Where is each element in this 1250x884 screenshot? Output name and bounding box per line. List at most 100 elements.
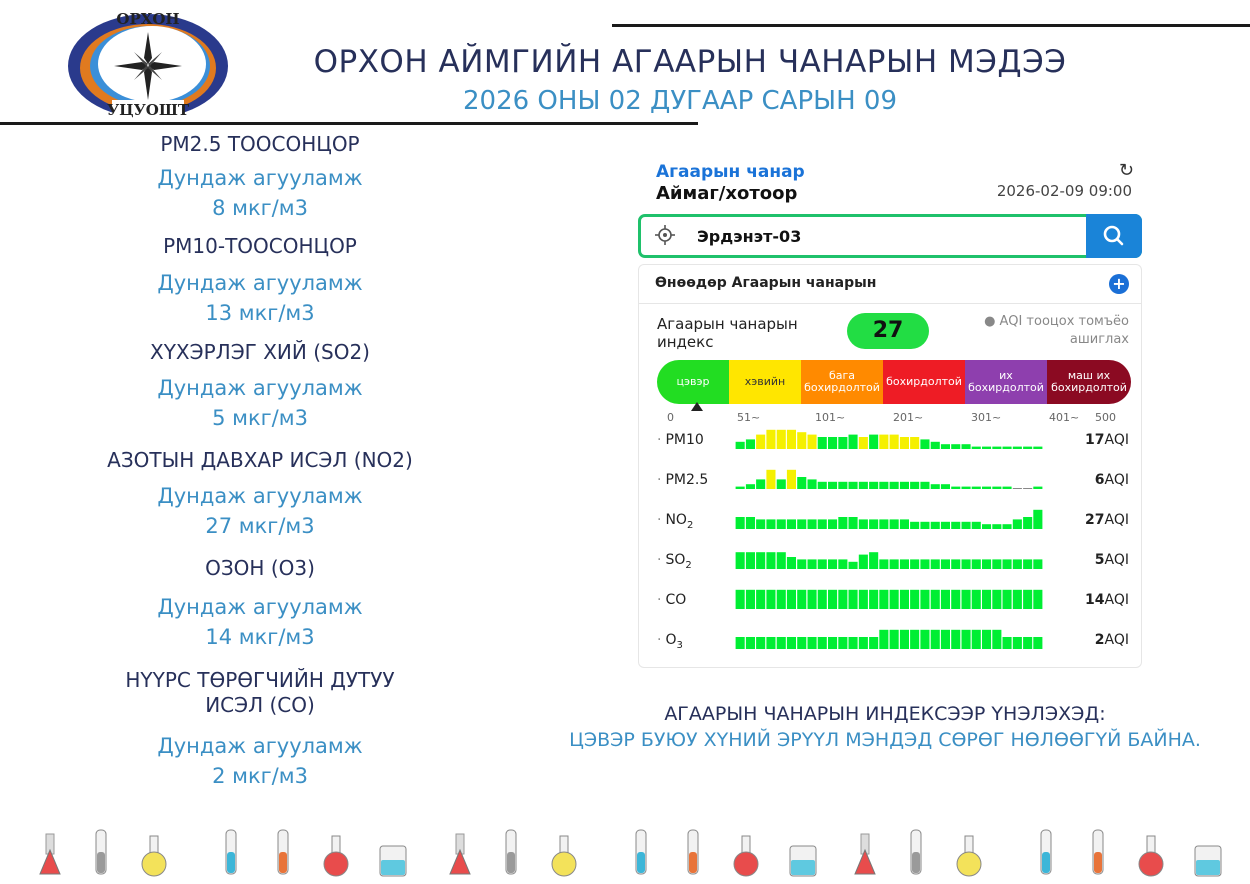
pollutant-aqi-number: 14 xyxy=(1085,592,1105,608)
sparkline-bar xyxy=(817,481,827,489)
sparkline-bar xyxy=(1002,637,1012,649)
sparkline-bar xyxy=(1023,488,1033,489)
sparkline-bar xyxy=(838,437,848,449)
sparkline-bar xyxy=(869,589,879,609)
pollutant-subscript: 2 xyxy=(686,519,694,531)
sparkline-bar xyxy=(971,446,981,449)
pollutant-aqi-number: 5 xyxy=(1094,552,1105,568)
sparkline-bar xyxy=(797,477,807,489)
sparkline-bar xyxy=(1033,589,1043,609)
sparkline-bar xyxy=(879,519,889,529)
sparkline-bar xyxy=(930,441,940,449)
sparkline-bar xyxy=(776,552,786,569)
pollutant-label: O xyxy=(665,632,677,648)
aqi-pointer-icon xyxy=(691,402,703,411)
stat-value-o3: 14 мкг/м3 xyxy=(205,625,315,649)
sparkline-bar xyxy=(879,559,889,569)
search-button[interactable] xyxy=(1086,214,1142,258)
sparkline-bar xyxy=(869,637,879,649)
sparkline-bar xyxy=(858,519,868,529)
sparkline-bar xyxy=(735,486,745,489)
stat-value-co: 2 мкг/м3 xyxy=(212,764,308,788)
lab-tube-icon xyxy=(910,829,922,875)
stat-value-pm10: 13 мкг/м3 xyxy=(205,301,315,325)
stat-value-pm25: 8 мкг/м3 xyxy=(212,196,308,220)
sparkline-bar xyxy=(786,589,796,609)
lab-tube-icon xyxy=(687,829,699,875)
sparkline-bar xyxy=(940,484,950,489)
sparkline-bar xyxy=(756,519,766,529)
page-date: 2026 ОНЫ 02 ДУГААР САРЫН 09 xyxy=(463,86,897,116)
sparkline-bar xyxy=(848,561,858,569)
pollutant-aqi-unit: AQI xyxy=(1104,632,1129,648)
lab-beaker-icon xyxy=(379,845,407,877)
scale-segment-clean: цэвэр xyxy=(657,360,729,404)
sparkline-bar xyxy=(930,521,940,529)
sparkline-bar xyxy=(745,517,755,529)
sparkline-bar xyxy=(766,429,776,449)
sparkline-bar xyxy=(910,521,920,529)
bullet-icon: · xyxy=(657,432,662,448)
pollutant-sparkline xyxy=(735,552,1043,569)
pollutant-aqi-number: 17 xyxy=(1085,432,1105,448)
header-bottom-rule xyxy=(0,122,698,125)
stat-name-o3: ОЗОН (О3) xyxy=(205,556,315,580)
sparkline-bar xyxy=(828,519,838,529)
scale-label-very-high: маш их бохирдолтой xyxy=(1051,369,1127,394)
lab-flask-icon xyxy=(854,833,876,875)
tick-51: 51~ xyxy=(737,411,761,424)
station-search-input[interactable] xyxy=(697,223,1077,249)
sparkline-bar xyxy=(1023,589,1033,609)
pollutant-aqi-unit: AQI xyxy=(1104,512,1129,528)
sparkline-bar xyxy=(899,629,909,649)
sparkline-bar xyxy=(869,481,879,489)
sparkline-bar xyxy=(838,589,848,609)
pollutant-aqi-value: 2AQI xyxy=(1095,632,1129,648)
sparkline-bar xyxy=(992,486,1002,489)
sparkline-bar xyxy=(899,589,909,609)
aqi-formula-note[interactable]: ● AQI тооцох томъёо ашиглах xyxy=(984,314,1129,347)
sparkline-bar xyxy=(910,437,920,449)
sparkline-bar xyxy=(992,524,1002,529)
sparkline-bar xyxy=(951,559,961,569)
sparkline-bar xyxy=(930,589,940,609)
scale-segment-normal: хэвийн xyxy=(729,360,801,404)
sparkline-bar xyxy=(879,629,889,649)
tick-201: 201~ xyxy=(893,411,924,424)
stat-name-co-line2: ИСЭЛ (CO) xyxy=(205,693,315,717)
scale-ticks: 0 51~ 101~ 201~ 301~ 401~ 500 xyxy=(639,411,1141,427)
sparkline-bar xyxy=(797,519,807,529)
sparkline-bar xyxy=(940,444,950,449)
sparkline-bar xyxy=(910,481,920,489)
bullet-icon: · xyxy=(657,632,662,648)
sparkline-bar xyxy=(1002,524,1012,529)
expand-plus-icon[interactable]: + xyxy=(1109,274,1129,294)
sparkline-bar xyxy=(1023,446,1033,449)
sparkline-bar xyxy=(961,559,971,569)
ucuosht-logo: ОРХОН УЦУОШТ xyxy=(68,10,228,119)
sparkline-bar xyxy=(899,519,909,529)
sparkline-bar xyxy=(889,629,899,649)
stat-name-pm25: PM2.5 ТООСОНЦОР xyxy=(160,132,360,156)
sparkline-bar xyxy=(766,589,776,609)
sparkline-bar xyxy=(807,637,817,649)
logo-text-top: ОРХОН xyxy=(116,10,179,28)
stat-label-no2: Дундаж агууламж xyxy=(157,484,363,508)
pollutant-name: · O3 xyxy=(657,632,683,651)
sparkline-bar xyxy=(1033,637,1043,649)
sparkline-bar xyxy=(899,481,909,489)
refresh-icon[interactable]: ↻ xyxy=(1118,160,1134,181)
sparkline-bar xyxy=(848,434,858,449)
sparkline-bar xyxy=(786,637,796,649)
sparkline-bar xyxy=(889,519,899,529)
sparkline-bar xyxy=(1012,589,1022,609)
pollutant-row: · O3 2AQI xyxy=(639,629,1141,655)
app-title: Агаарын чанар xyxy=(656,162,805,182)
sparkline-bar xyxy=(879,434,889,449)
pollutant-aqi-number: 2 xyxy=(1094,632,1105,648)
pollutant-sparkline xyxy=(735,589,1043,609)
bullet-icon: · xyxy=(657,472,662,488)
sparkline-bar xyxy=(961,521,971,529)
sparkline-bar xyxy=(756,589,766,609)
location-target-icon[interactable] xyxy=(655,225,675,245)
